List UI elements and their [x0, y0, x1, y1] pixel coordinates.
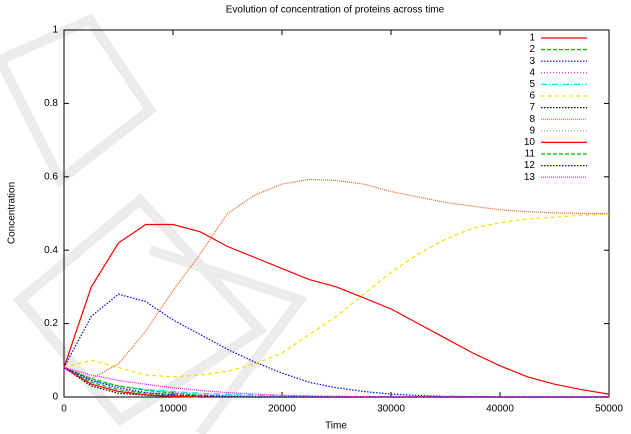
series-line	[63, 213, 610, 378]
x-tick-label: 30000	[377, 404, 405, 415]
series-line	[63, 293, 609, 398]
legend-label: 13	[524, 172, 536, 183]
x-axis-label: Time	[325, 421, 347, 432]
y-tick-label: 0.6	[44, 171, 58, 182]
series-line	[63, 367, 609, 398]
watermark	[0, 13, 309, 434]
legend-label: 1	[529, 33, 535, 44]
series-line	[63, 367, 609, 398]
series-line	[63, 367, 609, 398]
watermark-shape	[148, 245, 309, 434]
series-line	[63, 367, 609, 398]
legend-label: 12	[524, 160, 536, 171]
series-line	[63, 223, 610, 395]
legend-label: 9	[529, 125, 535, 136]
series-line	[63, 367, 609, 398]
legend-label: 8	[529, 114, 535, 125]
series-line	[63, 367, 609, 398]
watermark-shape	[0, 13, 157, 188]
y-tick-label: 0.2	[44, 318, 58, 329]
x-tick-label: 20000	[268, 404, 296, 415]
y-axis-label: Concentration	[7, 182, 18, 244]
legend-label: 4	[529, 67, 535, 78]
y-tick-label: 1	[52, 25, 58, 36]
x-tick-label: 10000	[159, 404, 187, 415]
legend-label: 2	[529, 44, 535, 55]
y-tick-label: 0.8	[44, 98, 58, 109]
series-line	[63, 367, 609, 398]
series-line	[63, 367, 609, 398]
watermark-shape	[12, 193, 268, 427]
x-tick-label: 0	[61, 404, 67, 415]
legend-label: 11	[525, 149, 536, 160]
series-line	[63, 178, 609, 380]
x-tick-label: 40000	[486, 404, 514, 415]
series-line	[63, 367, 609, 398]
y-tick-label: 0	[52, 392, 58, 403]
legend-label: 6	[529, 91, 535, 102]
legend-label: 5	[529, 79, 535, 90]
legend-label: 10	[524, 137, 536, 148]
x-tick-label: 50000	[595, 404, 623, 415]
legend-label: 7	[529, 102, 535, 113]
y-tick-label: 0.4	[44, 245, 58, 256]
chart-title: Evolution of concentration of proteins a…	[226, 5, 445, 16]
legend-label: 3	[529, 56, 535, 67]
